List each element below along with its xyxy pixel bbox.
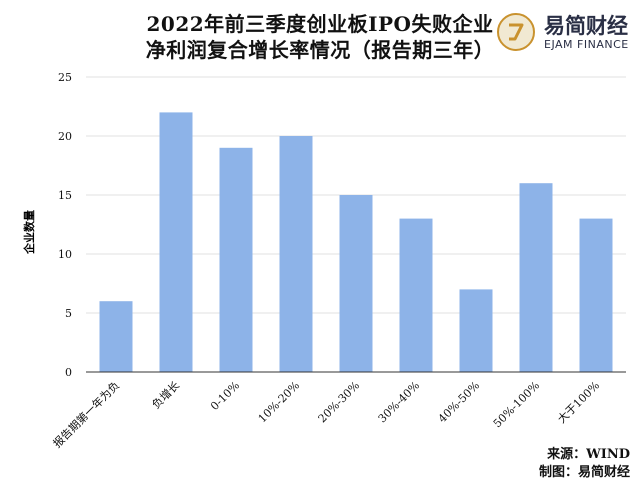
brand-logo: 易简财经 EJAM FINANCE — [497, 10, 637, 56]
y-tick-label: 10 — [58, 248, 72, 261]
bar — [339, 195, 373, 372]
y-tick-label: 20 — [58, 130, 72, 143]
logo-subtitle: EJAM FINANCE — [544, 38, 629, 51]
bar — [459, 289, 493, 372]
bar — [219, 147, 253, 372]
chart-title-line-2: 净利润复合增长率情况（报告期三年） — [145, 38, 495, 62]
x-tick-label: 50%-100% — [491, 379, 542, 430]
x-tick-label: 0-10% — [208, 379, 242, 413]
x-tick-label: 30%-40% — [376, 379, 422, 425]
x-tick-label: 大于100% — [554, 378, 602, 426]
bar — [99, 301, 133, 372]
y-axis-label: 企业数量 — [22, 210, 36, 255]
chart-title-line-1: 2022年前三季度创业板IPO失败企业 — [146, 12, 494, 36]
y-tick-label: 5 — [65, 307, 72, 320]
bar — [279, 136, 313, 372]
logo-name: 易简财经 — [544, 14, 628, 38]
y-tick-label: 25 — [58, 71, 72, 84]
x-tick-label: 报告期第一年为负 — [50, 378, 122, 450]
x-tick-label: 40%-50% — [436, 379, 482, 425]
x-tick-label: 20%-30% — [316, 379, 362, 425]
y-tick-label: 0 — [65, 366, 72, 379]
x-tick-label: 10%-20% — [256, 379, 302, 425]
bar — [519, 183, 553, 372]
bars — [99, 112, 613, 373]
maker-note: 制图：易简财经 — [538, 465, 630, 480]
source-note: 来源：WIND — [547, 447, 630, 462]
logo-mark-icon — [497, 13, 535, 51]
bar — [399, 218, 433, 372]
y-tick-label: 15 — [58, 189, 72, 202]
bar — [579, 218, 613, 372]
bar — [159, 112, 193, 373]
x-tick-label: 负增长 — [149, 378, 182, 411]
